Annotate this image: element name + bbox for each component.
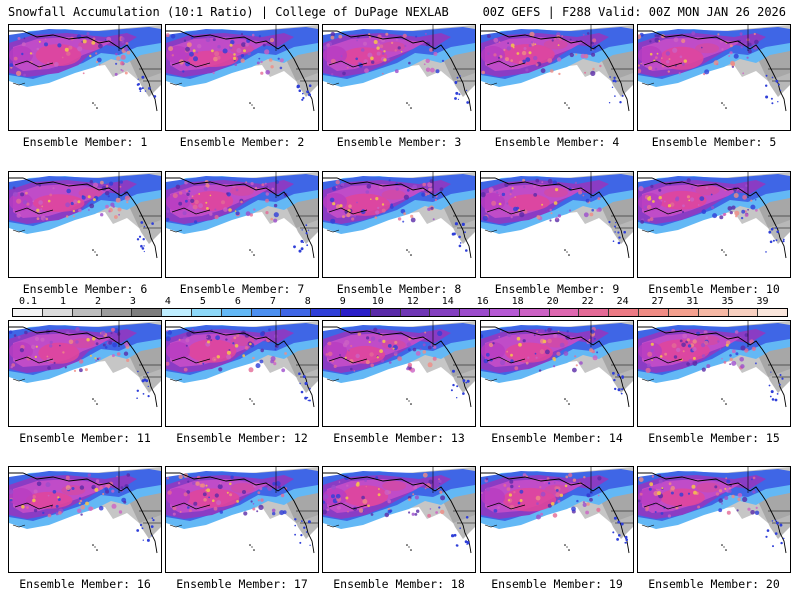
ensemble-member-map: [165, 171, 319, 278]
snowfall-color-legend: 0.1 1 2 3 4 5 6 7 8 9 10 12 14 16 18 20 22 24 27 31 35 39: [12, 296, 788, 318]
ensemble-member-label: Ensemble Member: 12: [176, 431, 308, 445]
ensemble-member-label: Ensemble Member: 14: [491, 431, 623, 445]
legend-color-swatch: [221, 309, 252, 316]
ensemble-member-label: Ensemble Member: 10: [648, 282, 780, 296]
legend-tick-label: 6: [234, 296, 241, 307]
ensemble-member-map: [637, 171, 791, 278]
legend-tick-label: 3: [129, 296, 136, 307]
ensemble-member-label: Ensemble Member: 1: [22, 135, 148, 149]
ensemble-member-map: [322, 320, 476, 427]
legend-tick-label: 12: [406, 296, 419, 307]
legend-tick-label: 4: [164, 296, 171, 307]
ensemble-member-label: Ensemble Member: 17: [176, 577, 308, 591]
ensemble-member-map: [637, 320, 791, 427]
ensemble-member-map: [8, 466, 162, 573]
legend-color-swatch: [609, 309, 640, 316]
ensemble-member-label: Ensemble Member: 15: [648, 431, 780, 445]
ensemble-member-label: Ensemble Member: 9: [494, 282, 620, 296]
legend-color-swatch: [281, 309, 312, 316]
ensemble-member-label: Ensemble Member: 18: [333, 577, 465, 591]
legend-color-swatch: [758, 309, 788, 316]
legend-tick-label: 1: [59, 296, 66, 307]
ensemble-member-map: [165, 24, 319, 131]
legend-color-swatch: [311, 309, 341, 316]
legend-color-swatch: [698, 309, 729, 316]
legend-color-swatch: [191, 309, 222, 316]
legend-tick-label: 16: [476, 296, 489, 307]
ensemble-member-map: [637, 24, 791, 131]
legend-tick-label: 5: [199, 296, 206, 307]
ensemble-member-label: Ensemble Member: 13: [333, 431, 465, 445]
legend-tick-label: 31: [686, 296, 699, 307]
ensemble-member-label: Ensemble Member: 5: [651, 135, 777, 149]
ensemble-member-map: [8, 24, 162, 131]
ensemble-member-map: [480, 320, 634, 427]
legend-color-swatch: [519, 309, 550, 316]
ensemble-member-label: Ensemble Member: 6: [22, 282, 148, 296]
legend-tick-label: 18: [511, 296, 524, 307]
ensemble-member-label: Ensemble Member: 2: [179, 135, 305, 149]
legend-tick-label: 27: [651, 296, 664, 307]
ensemble-member-label: Ensemble Member: 7: [179, 282, 305, 296]
ensemble-member-map: [165, 320, 319, 427]
legend-tick-label: 14: [441, 296, 454, 307]
model-valid-time: 00Z GEFS | F288 Valid: 00Z MON JAN 26 20…: [482, 5, 786, 19]
legend-colorbar: [12, 308, 788, 317]
map-title: Snowfall Accumulation (10:1 Ratio) | Col…: [8, 5, 449, 19]
ensemble-member-label: Ensemble Member: 3: [336, 135, 462, 149]
legend-color-swatch: [132, 309, 163, 316]
ensemble-member-map: [637, 466, 791, 573]
ensemble-member-map: [480, 171, 634, 278]
ensemble-member-label: Ensemble Member: 11: [19, 431, 151, 445]
legend-tick-label: 39: [756, 296, 769, 307]
ensemble-member-label: Ensemble Member: 8: [336, 282, 462, 296]
legend-tick-label: 9: [339, 296, 346, 307]
ensemble-member-label: Ensemble Member: 16: [19, 577, 151, 591]
legend-tick-label: 35: [721, 296, 734, 307]
legend-tick-label: 8: [304, 296, 311, 307]
ensemble-member-map: [8, 171, 162, 278]
legend-tick-label: 7: [269, 296, 276, 307]
legend-color-swatch: [579, 309, 610, 316]
legend-color-swatch: [370, 309, 401, 316]
ensemble-member-map: [8, 320, 162, 427]
legend-tick-label: 22: [581, 296, 594, 307]
legend-color-swatch: [340, 309, 371, 316]
ensemble-member-map: [480, 466, 634, 573]
ensemble-member-map: [322, 24, 476, 131]
legend-color-swatch: [400, 309, 431, 316]
legend-color-swatch: [42, 309, 73, 316]
legend-color-swatch: [102, 309, 133, 316]
legend-color-swatch: [460, 309, 490, 316]
legend-tick-label: 10: [371, 296, 384, 307]
ensemble-member-map: [322, 466, 476, 573]
legend-color-swatch: [430, 309, 461, 316]
ensemble-member-map: [322, 171, 476, 278]
legend-color-swatch: [162, 309, 192, 316]
legend-labels: 0.1 1 2 3 4 5 6 7 8 9 10 12 14 16 18 20 22 24 27 31 35 39: [12, 296, 788, 308]
legend-color-swatch: [490, 309, 520, 316]
legend-tick-label: 2: [94, 296, 101, 307]
ensemble-member-label: Ensemble Member: 19: [491, 577, 623, 591]
legend-color-swatch: [549, 309, 580, 316]
legend-tick-label: 0.1: [18, 296, 38, 307]
ensemble-member-map: [165, 466, 319, 573]
legend-color-swatch: [13, 309, 43, 316]
legend-color-swatch: [668, 309, 699, 316]
legend-color-swatch: [639, 309, 669, 316]
legend-tick-label: 20: [546, 296, 559, 307]
legend-color-swatch: [72, 309, 103, 316]
ensemble-member-label: Ensemble Member: 20: [648, 577, 780, 591]
legend-tick-label: 24: [616, 296, 629, 307]
legend-color-swatch: [728, 309, 759, 316]
legend-color-swatch: [251, 309, 282, 316]
ensemble-member-label: Ensemble Member: 4: [494, 135, 620, 149]
ensemble-member-map: [480, 24, 634, 131]
